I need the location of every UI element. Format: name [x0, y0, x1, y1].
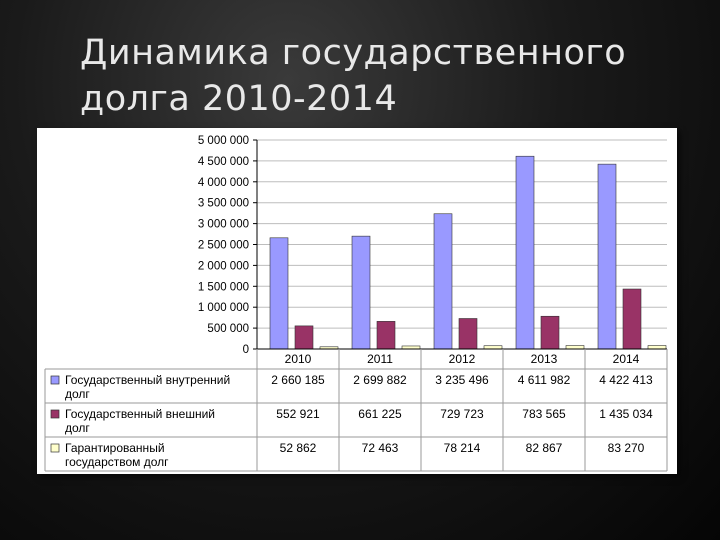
- data-label: 4 611 982: [518, 373, 571, 387]
- data-label: 83 270: [608, 441, 645, 455]
- data-label: 3 235 496: [435, 373, 489, 387]
- y-tick-label: 500 000: [207, 323, 249, 335]
- data-label: 783 565: [522, 407, 566, 421]
- bar: [565, 345, 585, 350]
- data-label: 2 699 882: [353, 373, 407, 387]
- bar: [540, 315, 560, 350]
- x-tick-label: 2010: [285, 352, 312, 366]
- legend-label: Государственный внешний: [65, 407, 215, 421]
- y-tick-label: 3 000 000: [198, 219, 249, 231]
- y-tick-label: 2 500 000: [198, 240, 249, 252]
- data-table: 2010 2011 2012 2013 2014 Государственный внут…: [44, 349, 668, 472]
- legend-label: Государственный внутренний: [65, 373, 230, 387]
- y-tick-label: 2 000 000: [198, 260, 249, 272]
- legend-swatch: [50, 375, 60, 385]
- x-tick-label: 2014: [613, 352, 640, 366]
- data-label: 1 435 034: [599, 407, 653, 421]
- bar: [458, 318, 478, 350]
- y-tick-label: 0: [243, 344, 249, 356]
- gridlines: [257, 139, 667, 329]
- x-tick-label: 2013: [531, 352, 558, 366]
- x-tick-label: 2011: [367, 352, 393, 366]
- bars: [269, 155, 667, 350]
- slide-title: Динамика государственного долга 2010-201…: [80, 33, 627, 119]
- bar-chart: 0 500 000 1 000 000 1 500 000 2 000 000 2 500…: [44, 135, 668, 472]
- data-label: 552 921: [276, 407, 320, 421]
- legend-label: долг: [65, 421, 90, 435]
- data-label: 729 723: [440, 407, 484, 421]
- bar: [376, 321, 396, 350]
- x-tick-label: 2012: [449, 352, 476, 366]
- bar: [647, 345, 667, 350]
- data-label: 661 225: [358, 407, 402, 421]
- y-tick-label: 5 000 000: [198, 135, 249, 147]
- axes: 0 500 000 1 000 000 1 500 000 2 000 000 2 500…: [198, 135, 667, 356]
- bar: [294, 325, 314, 350]
- y-tick-label: 4 000 000: [198, 177, 249, 189]
- y-tick-label: 1 500 000: [198, 281, 249, 293]
- data-label: 4 422 413: [599, 373, 653, 387]
- data-label: 82 867: [526, 441, 563, 455]
- data-label: 2 660 185: [271, 373, 325, 387]
- data-label: 72 463: [362, 441, 399, 455]
- y-tick-label: 4 500 000: [198, 156, 249, 168]
- data-label: 52 862: [280, 441, 317, 455]
- legend-label: долг: [65, 387, 90, 401]
- data-label: 78 214: [444, 441, 481, 455]
- y-tick-label: 1 000 000: [198, 302, 249, 314]
- bar: [622, 288, 642, 350]
- legend-swatch: [50, 443, 60, 453]
- bar: [351, 235, 371, 350]
- legend-label: Гарантированный: [65, 441, 165, 455]
- bar: [515, 155, 535, 350]
- y-tick-label: 3 500 000: [198, 198, 249, 210]
- legend-swatch: [50, 409, 60, 419]
- chart-panel: 0 500 000 1 000 000 1 500 000 2 000 000 2 500…: [37, 128, 677, 474]
- bar: [269, 237, 289, 350]
- bar: [433, 213, 453, 350]
- legend-label: государством долг: [65, 455, 169, 469]
- bar: [597, 163, 617, 350]
